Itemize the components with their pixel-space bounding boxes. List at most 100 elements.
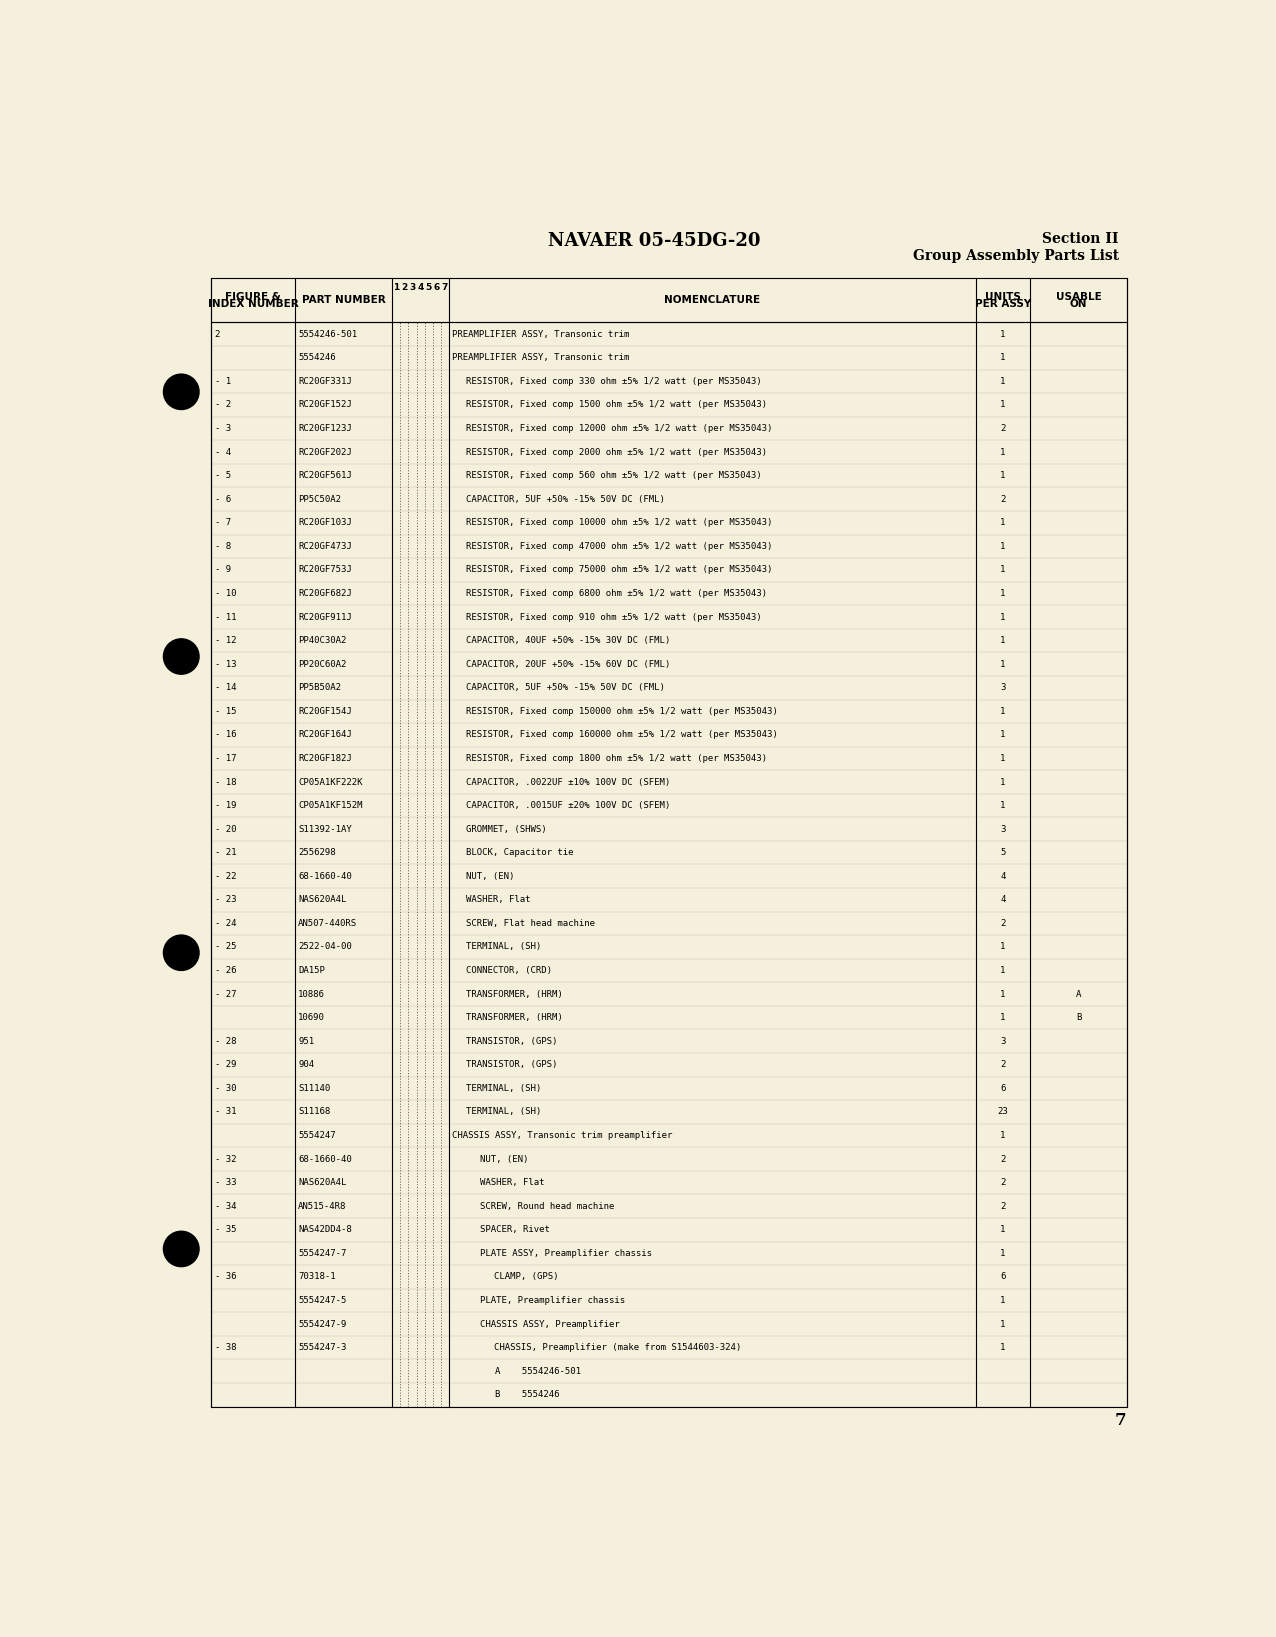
Text: A    5554246-501: A 5554246-501	[452, 1367, 581, 1375]
Text: UNITS: UNITS	[985, 293, 1021, 303]
Text: 1: 1	[1000, 800, 1005, 810]
Text: ON: ON	[1069, 298, 1087, 308]
Text: - 13: - 13	[214, 660, 236, 668]
Text: 5554247: 5554247	[299, 1131, 336, 1139]
Text: TERMINAL, (SH): TERMINAL, (SH)	[466, 1108, 541, 1116]
Text: 68-1660-40: 68-1660-40	[299, 1154, 352, 1164]
Text: TRANSISTOR, (GPS): TRANSISTOR, (GPS)	[466, 1061, 558, 1069]
Text: RESISTOR, Fixed comp 12000 ohm ±5% 1/2 watt (per MS35043): RESISTOR, Fixed comp 12000 ohm ±5% 1/2 w…	[466, 424, 772, 434]
Text: 1: 1	[1000, 565, 1005, 575]
Text: - 18: - 18	[214, 778, 236, 786]
Text: 10886: 10886	[299, 990, 325, 999]
Text: RESISTOR, Fixed comp 1500 ohm ±5% 1/2 watt (per MS35043): RESISTOR, Fixed comp 1500 ohm ±5% 1/2 wa…	[466, 401, 767, 409]
Text: 5554246-501: 5554246-501	[299, 329, 357, 339]
Text: RESISTOR, Fixed comp 560 ohm ±5% 1/2 watt (per MS35043): RESISTOR, Fixed comp 560 ohm ±5% 1/2 wat…	[466, 471, 762, 480]
Text: PP5B50A2: PP5B50A2	[299, 683, 341, 692]
Text: CHASSIS ASSY, Preamplifier: CHASSIS ASSY, Preamplifier	[480, 1319, 620, 1329]
Text: - 25: - 25	[214, 943, 236, 951]
Text: RESISTOR, Fixed comp 75000 ohm ±5% 1/2 watt (per MS35043): RESISTOR, Fixed comp 75000 ohm ±5% 1/2 w…	[466, 565, 772, 575]
Text: SCREW, Round head machine: SCREW, Round head machine	[480, 1202, 614, 1211]
Text: B    5554246: B 5554246	[452, 1390, 560, 1400]
Text: 904: 904	[299, 1061, 314, 1069]
Text: 6: 6	[434, 283, 440, 291]
Text: 1: 1	[1000, 329, 1005, 339]
Text: 2: 2	[1000, 494, 1005, 504]
Text: CP05A1KF222K: CP05A1KF222K	[299, 778, 362, 786]
Text: WASHER, Flat: WASHER, Flat	[466, 895, 531, 904]
Text: - 10: - 10	[214, 589, 236, 598]
Bar	[211, 278, 1127, 322]
Text: PREAMPLIFIER ASSY, Transonic trim: PREAMPLIFIER ASSY, Transonic trim	[452, 354, 629, 362]
Text: WASHER, Flat: WASHER, Flat	[480, 1179, 545, 1187]
Text: CHASSIS, Preamplifier (make from S1544603-324): CHASSIS, Preamplifier (make from S154460…	[494, 1342, 741, 1352]
Text: TERMINAL, (SH): TERMINAL, (SH)	[466, 1084, 541, 1094]
Text: - 26: - 26	[214, 966, 236, 976]
Text: RC20GF164J: RC20GF164J	[299, 730, 352, 740]
Text: 1: 1	[1000, 660, 1005, 668]
Text: 1: 1	[1000, 755, 1005, 763]
Text: 5: 5	[1000, 848, 1005, 858]
Text: RESISTOR, Fixed comp 1800 ohm ±5% 1/2 watt (per MS35043): RESISTOR, Fixed comp 1800 ohm ±5% 1/2 wa…	[466, 755, 767, 763]
Text: 1: 1	[1000, 589, 1005, 598]
Text: NAS620A4L: NAS620A4L	[299, 895, 347, 904]
Text: PART NUMBER: PART NUMBER	[302, 295, 385, 306]
Text: - 9: - 9	[214, 565, 231, 575]
Text: PLATE ASSY, Preamplifier chassis: PLATE ASSY, Preamplifier chassis	[480, 1249, 652, 1257]
Text: AN515-4R8: AN515-4R8	[299, 1202, 347, 1211]
Text: USABLE: USABLE	[1055, 293, 1101, 303]
Text: - 23: - 23	[214, 895, 236, 904]
Text: B: B	[1076, 1013, 1081, 1021]
Text: 1: 1	[1000, 1319, 1005, 1329]
Text: PLATE, Preamplifier chassis: PLATE, Preamplifier chassis	[480, 1297, 625, 1305]
Text: - 20: - 20	[214, 825, 236, 833]
Text: RC20GF682J: RC20GF682J	[299, 589, 352, 598]
Text: PER ASSY: PER ASSY	[975, 298, 1031, 308]
Text: 1: 1	[1000, 707, 1005, 715]
Text: CLAMP, (GPS): CLAMP, (GPS)	[494, 1272, 559, 1282]
Text: RC20GF473J: RC20GF473J	[299, 542, 352, 552]
Text: 1: 1	[1000, 730, 1005, 740]
Text: 5: 5	[426, 283, 431, 291]
Text: Section II: Section II	[1042, 232, 1119, 246]
Text: 10690: 10690	[299, 1013, 325, 1021]
Text: NUT, (EN): NUT, (EN)	[480, 1154, 528, 1164]
Text: NUT, (EN): NUT, (EN)	[466, 873, 514, 881]
Text: CAPACITOR, 5UF +50% -15% 50V DC (FML): CAPACITOR, 5UF +50% -15% 50V DC (FML)	[466, 494, 665, 504]
Text: 951: 951	[299, 1036, 314, 1046]
Text: BLOCK, Capacitor tie: BLOCK, Capacitor tie	[466, 848, 573, 858]
Text: - 28: - 28	[214, 1036, 236, 1046]
Text: 1: 1	[393, 283, 399, 291]
Text: 1: 1	[1000, 1013, 1005, 1021]
Text: 2556298: 2556298	[299, 848, 336, 858]
Text: - 19: - 19	[214, 800, 236, 810]
Text: 1: 1	[1000, 519, 1005, 527]
Text: AN507-440RS: AN507-440RS	[299, 918, 357, 928]
Text: RC20GF753J: RC20GF753J	[299, 565, 352, 575]
Text: RC20GF123J: RC20GF123J	[299, 424, 352, 434]
Text: 1: 1	[1000, 1131, 1005, 1139]
Text: NOMENCLATURE: NOMENCLATURE	[665, 295, 760, 306]
Text: PP40C30A2: PP40C30A2	[299, 637, 347, 645]
Text: RC20GF561J: RC20GF561J	[299, 471, 352, 480]
Text: S11392-1AY: S11392-1AY	[299, 825, 352, 833]
Text: FIGURE &: FIGURE &	[225, 293, 281, 303]
Text: 23: 23	[998, 1108, 1008, 1116]
Text: 3: 3	[1000, 825, 1005, 833]
Text: 5554247-9: 5554247-9	[299, 1319, 347, 1329]
Text: SPACER, Rivet: SPACER, Rivet	[480, 1224, 550, 1234]
Circle shape	[163, 1231, 199, 1267]
Text: CAPACITOR, .0022UF ±10% 100V DC (SFEM): CAPACITOR, .0022UF ±10% 100V DC (SFEM)	[466, 778, 670, 786]
Text: - 6: - 6	[214, 494, 231, 504]
Text: - 31: - 31	[214, 1108, 236, 1116]
Text: - 1: - 1	[214, 377, 231, 386]
Text: - 38: - 38	[214, 1342, 236, 1352]
Text: - 12: - 12	[214, 637, 236, 645]
Text: RC20GF103J: RC20GF103J	[299, 519, 352, 527]
Text: - 2: - 2	[214, 401, 231, 409]
Text: - 15: - 15	[214, 707, 236, 715]
Text: S11140: S11140	[299, 1084, 330, 1094]
Text: - 29: - 29	[214, 1061, 236, 1069]
Text: RESISTOR, Fixed comp 160000 ohm ±5% 1/2 watt (per MS35043): RESISTOR, Fixed comp 160000 ohm ±5% 1/2 …	[466, 730, 778, 740]
Text: 1: 1	[1000, 1224, 1005, 1234]
Text: 1: 1	[1000, 990, 1005, 999]
